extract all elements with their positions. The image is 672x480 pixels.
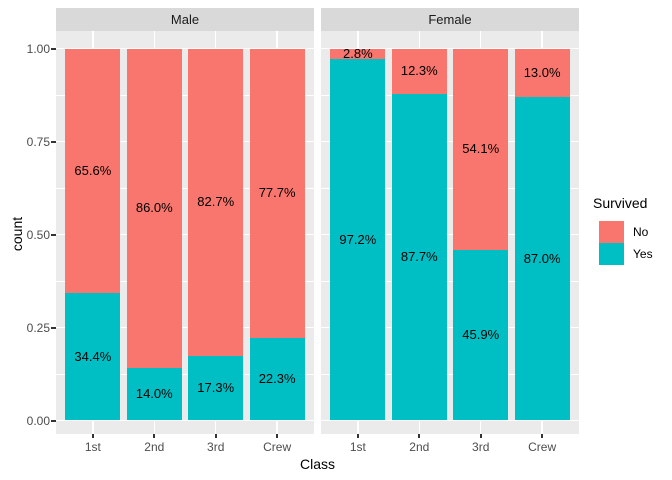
y-gridline-major: [56, 47, 314, 50]
facet-strip: Female: [321, 8, 579, 31]
x-tick-mark: [91, 434, 94, 438]
y-gridline-minor: [56, 187, 314, 189]
legend-key-label: Yes: [633, 247, 653, 261]
y-tick-label: 0.50: [26, 227, 50, 242]
bar-segment-no: [126, 48, 182, 369]
x-tick-label: 1st: [349, 440, 366, 454]
y-gridline-minor: [56, 373, 314, 375]
legend-title: Survived: [593, 195, 648, 211]
y-gridline-major: [321, 47, 579, 50]
bar-segment-yes: [514, 96, 570, 421]
y-tick-mark: [51, 47, 56, 50]
bar-label-no: 86.0%: [135, 200, 173, 216]
y-gridline-major: [321, 419, 579, 422]
facet-strip-label: Female: [428, 12, 472, 27]
y-gridline-major: [56, 419, 314, 422]
y-gridline-minor: [56, 280, 314, 282]
x-tick-label: 1st: [84, 440, 101, 454]
bar-label-no: 12.3%: [400, 63, 438, 79]
legend-key-swatch: [599, 243, 624, 265]
bar-segment-no: [453, 48, 509, 250]
bar-segment-yes: [330, 58, 386, 421]
bar-segment-no: [249, 48, 305, 338]
bar-label-no: 2.8%: [343, 45, 373, 61]
x-tick-mark: [153, 434, 156, 438]
bar-segment-yes: [453, 249, 509, 421]
bar-segment-yes: [391, 94, 447, 421]
y-tick-label: 0.25: [26, 320, 50, 335]
bar-label-no: 54.1%: [462, 141, 500, 157]
y-gridline-major: [321, 233, 579, 236]
y-gridline-major: [56, 233, 314, 236]
facet-panel: 65.6% 34.4% 86.0% 14.0% 82.7% 17.3% 77.7% 22.3%: [56, 31, 314, 434]
x-tick-mark: [276, 434, 279, 438]
bar-segment-yes: [249, 337, 305, 421]
bar-segment-no: [514, 48, 570, 97]
x-tick-label: Crew: [528, 440, 557, 454]
bar-label-yes: 45.9%: [462, 327, 500, 343]
y-tick-mark: [51, 419, 56, 422]
x-tick-label: 3rd: [472, 440, 490, 454]
facet-strip: Male: [56, 8, 314, 31]
y-gridline-major: [321, 326, 579, 329]
x-tick-mark: [479, 434, 482, 438]
x-tick-mark: [356, 434, 359, 438]
bar-label-yes: 87.0%: [523, 250, 561, 266]
x-tick-mark: [418, 434, 421, 438]
bar-segment-yes: [188, 356, 244, 421]
bar-label-yes: 17.3%: [197, 380, 235, 396]
bar-label-yes: 34.4%: [74, 348, 112, 364]
y-tick-label: 1.00: [26, 41, 50, 56]
x-tick-mark: [541, 434, 544, 438]
y-gridline-minor: [321, 373, 579, 375]
y-tick-mark: [51, 326, 56, 329]
facet-strip-label: Male: [170, 12, 200, 27]
x-tick-mark: [214, 434, 217, 438]
bar-segment-no: [188, 48, 244, 357]
bar-label-yes: 22.3%: [258, 371, 296, 387]
bar-label-no: 65.6%: [74, 162, 112, 178]
x-tick-label: 3rd: [207, 440, 225, 454]
bar-label-yes: 14.0%: [135, 386, 173, 402]
bar-segment-yes: [65, 292, 121, 421]
y-gridline-major: [321, 140, 579, 143]
y-tick-mark: [51, 140, 56, 143]
x-axis-title: Class: [299, 456, 335, 472]
x-tick-label: 2nd: [144, 440, 165, 454]
y-tick-label: 0.00: [26, 413, 50, 428]
bar-label-no: 13.0%: [523, 64, 561, 80]
y-gridline-major: [56, 326, 314, 329]
y-gridline-minor: [321, 280, 579, 282]
legend: Survived No Yes: [592, 195, 672, 270]
bar-label-no: 82.7%: [197, 194, 235, 210]
bar-segment-no: [391, 48, 447, 95]
bar-segment-no: [65, 48, 121, 293]
legend-key-swatch: [599, 221, 624, 243]
bar-segment-no: [330, 48, 386, 59]
y-gridline-minor: [321, 187, 579, 189]
y-gridline-minor: [321, 94, 579, 96]
x-tick-label: 2nd: [409, 440, 430, 454]
x-tick-label: Crew: [263, 440, 292, 454]
bar-segment-yes: [126, 368, 182, 421]
bar-label-yes: 87.7%: [400, 249, 438, 265]
legend-key-label: No: [633, 225, 649, 239]
y-tick-label: 0.75: [26, 134, 50, 149]
facet-panel: 2.8% 97.2% 12.3% 87.7% 54.1% 45.9% 13.0% 87.0%: [321, 31, 579, 434]
bar-label-no: 77.7%: [258, 185, 296, 201]
bar-label-yes: 97.2%: [339, 231, 377, 247]
y-gridline-major: [56, 140, 314, 143]
y-tick-mark: [51, 233, 56, 236]
y-gridline-minor: [56, 94, 314, 96]
